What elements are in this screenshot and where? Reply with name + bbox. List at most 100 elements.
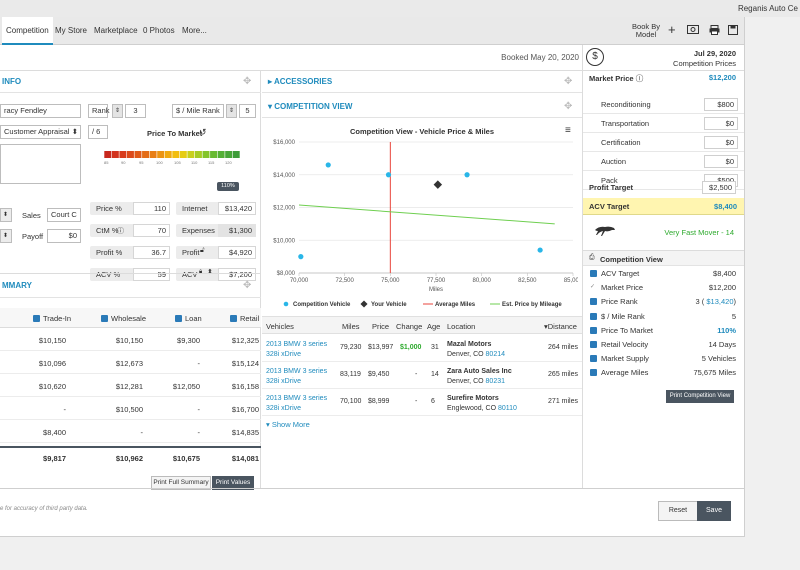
price-pct-value[interactable]: 110 (133, 202, 170, 215)
vehicle-link[interactable]: 2013 BMW 3 series 328i xDrive (266, 394, 327, 414)
chevron-down-icon[interactable]: ⬍ (207, 269, 213, 276)
drag-handle-icon[interactable]: ✥ (564, 101, 573, 112)
dealer-name: Surefire Motors (447, 395, 499, 402)
cost-field[interactable]: $0 (704, 117, 738, 130)
checkbox-icon[interactable] (101, 314, 108, 322)
notes-textarea[interactable] (0, 144, 81, 184)
reset-icon[interactable]: ↺ (199, 127, 207, 137)
zip-link[interactable]: 80110 (497, 405, 517, 412)
ctm-pct-value[interactable]: 70 (133, 224, 170, 237)
legend-label[interactable]: Est. Price by Mileage (502, 302, 562, 308)
cost-field[interactable]: $800 (704, 98, 738, 111)
book-by-model-button[interactable]: Book By Model (628, 23, 664, 39)
col-age[interactable]: Age (427, 322, 441, 331)
dealer-city: Denver, CO (447, 378, 484, 385)
chart-menu-icon[interactable]: ≡ (565, 125, 571, 136)
wholesale-header[interactable]: Wholesale (101, 314, 146, 323)
legend-label[interactable]: Competition Vehicle (293, 302, 351, 308)
competition-vehicle-point[interactable] (298, 254, 304, 260)
retail-header[interactable]: Retail (230, 314, 259, 323)
legend-label[interactable]: Average Miles (435, 302, 476, 308)
checkbox-icon[interactable]: ✓ (590, 284, 597, 292)
print-values-button[interactable]: Print Values (212, 476, 254, 490)
tab-competition[interactable]: Competition (2, 17, 53, 45)
unlock-icon[interactable]: 🔓︎ (200, 247, 205, 254)
cost-field[interactable]: $0 (704, 136, 738, 149)
tab-more[interactable]: More... (182, 26, 207, 35)
price-rank-link[interactable]: $13,420 (706, 297, 734, 307)
checkbox-icon[interactable] (590, 341, 597, 348)
checkbox-icon[interactable] (590, 326, 597, 334)
payoff-field[interactable]: $0 (47, 229, 81, 243)
reset-button[interactable]: Reset (658, 501, 698, 521)
salesperson-field[interactable]: racy Fendley (0, 104, 81, 118)
competition-vehicle-point[interactable] (325, 162, 331, 168)
save-disk-icon[interactable] (728, 25, 738, 38)
acv-pct-value[interactable]: 59 (133, 268, 170, 281)
zip-link[interactable]: 80231 (485, 378, 505, 385)
profit-value[interactable]: $4,920 (218, 246, 256, 259)
vehicle-link[interactable]: 2013 BMW 3 series 328i xDrive (266, 367, 327, 387)
rank-stepper[interactable]: ⇕ (112, 104, 123, 118)
payoff-select-chevron[interactable]: ⬍ (0, 229, 12, 243)
mile-rank-value[interactable]: 5 (239, 104, 256, 118)
col-change[interactable]: Change (396, 322, 423, 331)
checkbox-icon[interactable] (590, 355, 597, 363)
age-cell: 6 (431, 398, 435, 405)
show-more-link[interactable]: ▾ Show More (266, 420, 310, 429)
zip-link[interactable]: 80214 (485, 351, 505, 358)
checkbox-icon[interactable] (175, 314, 182, 322)
print-icon[interactable]: ⎙ (589, 254, 595, 261)
drag-handle-icon[interactable]: ✥ (243, 76, 252, 87)
checkbox-icon[interactable] (590, 312, 597, 320)
gauge-tick: 90 (121, 160, 126, 165)
summary-header-row: Trade-In Wholesale Loan Retail (0, 308, 261, 328)
retail-header-label: Retail (240, 314, 260, 323)
competition-header[interactable]: ▾ COMPETITION VIEW (262, 96, 582, 118)
legend-label[interactable]: Your Vehicle (371, 302, 407, 308)
checkbox-icon[interactable] (230, 314, 237, 322)
money-icon[interactable] (687, 25, 699, 37)
col-price[interactable]: Price (372, 322, 390, 331)
checkbox-icon[interactable] (590, 369, 597, 377)
col-miles[interactable]: Miles (342, 322, 360, 331)
tab-marketplace[interactable]: Marketplace (94, 26, 138, 35)
accessories-header[interactable]: ▸ ACCESSORIES (262, 71, 582, 93)
col-location[interactable]: Location (447, 322, 476, 331)
your-vehicle-point[interactable] (433, 180, 443, 189)
trade-in-header[interactable]: Trade-In (33, 314, 71, 323)
print-full-summary-button[interactable]: Print Full Summary (151, 476, 211, 490)
sales-select-chevron[interactable]: ⬍ (0, 208, 12, 222)
competition-vehicle-point[interactable] (537, 247, 543, 253)
cv-value: 75,675 Miles (693, 368, 736, 378)
cost-field[interactable]: $0 (704, 155, 738, 168)
vehicle-link[interactable]: 2013 BMW 3 series 328i xDrive (266, 340, 327, 360)
col-vehicles[interactable]: Vehicles (266, 322, 294, 331)
lock-icon[interactable]: 🔒︎ (199, 269, 203, 275)
mile-rank-stepper[interactable]: ⇕ (226, 104, 237, 118)
tab-photos[interactable]: 0 Photos (143, 26, 175, 35)
checkbox-icon[interactable] (590, 298, 597, 306)
totals-row: $9,817 $10,962 $10,675 $14,081 (0, 448, 261, 466)
rank-value[interactable]: 3 (125, 104, 146, 118)
profit-pct-value[interactable]: 36.7 (133, 246, 170, 259)
print-icon[interactable] (709, 25, 720, 38)
drag-handle-icon[interactable]: ✥ (564, 76, 573, 87)
print-competition-view-button[interactable]: Print Competition View (666, 390, 734, 403)
checkbox-icon[interactable] (33, 314, 40, 322)
checkbox-icon[interactable] (590, 270, 597, 277)
competition-vehicle-point[interactable] (464, 172, 470, 178)
source-select[interactable]: Customer Appraisal ⬍ (0, 125, 81, 139)
acv-value[interactable]: $7,200 (218, 268, 256, 281)
drag-handle-icon[interactable]: ✥ (243, 280, 252, 291)
col-distance[interactable]: ▾Distance (544, 322, 577, 331)
plus-icon[interactable]: + (668, 22, 676, 37)
location-cell: Zara Auto Sales Inc Denver, CO 80231 (447, 367, 512, 387)
save-button[interactable]: Save (697, 501, 731, 521)
internet-value[interactable]: $13,420 (218, 202, 256, 215)
loan-header[interactable]: Loan (175, 314, 202, 323)
profit-target-field[interactable]: $2,500 (702, 181, 736, 194)
sales-select[interactable]: Court C (47, 208, 81, 222)
competition-vehicle-point[interactable] (385, 172, 392, 178)
tab-my-store[interactable]: My Store (55, 26, 88, 35)
